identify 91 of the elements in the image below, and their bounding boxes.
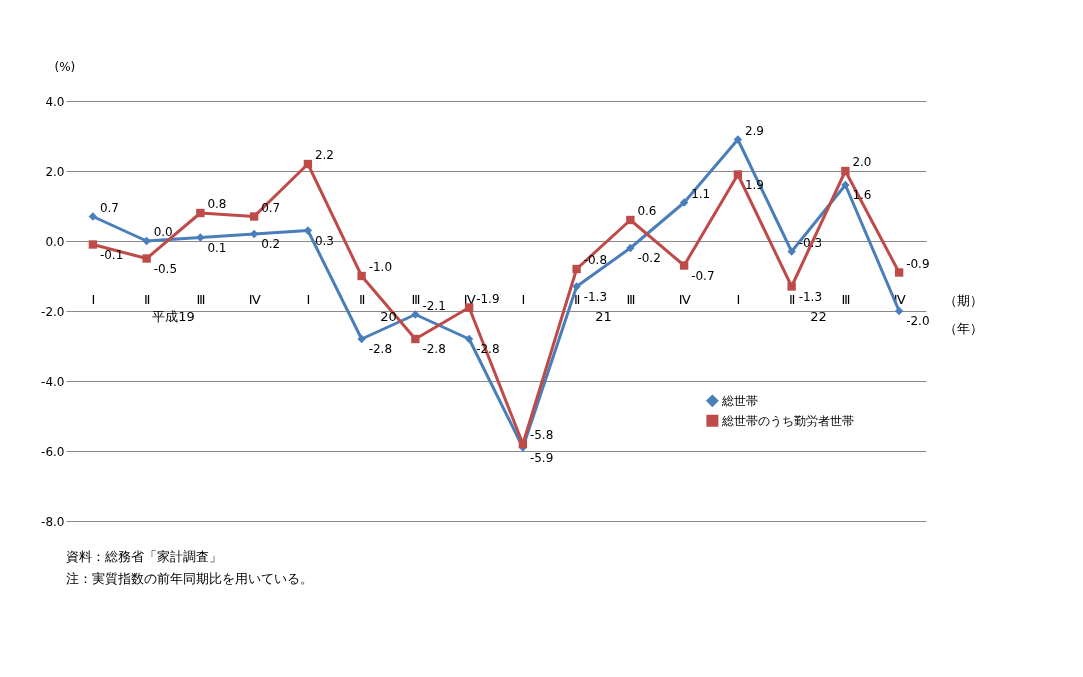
point bbox=[196, 208, 205, 218]
point bbox=[411, 310, 420, 319]
data-label: -2.8 bbox=[422, 342, 446, 356]
text: 資料：総務省「家計調査」 bbox=[66, 549, 222, 564]
data-label: 0.1 bbox=[207, 240, 227, 255]
point bbox=[894, 268, 904, 277]
data-label: -2.0 bbox=[906, 314, 930, 328]
x-tick-label: Ⅲ bbox=[626, 291, 636, 307]
y-axis-title: (%) bbox=[54, 59, 76, 74]
x-tick-label: Ⅱ bbox=[573, 291, 581, 307]
point bbox=[572, 282, 581, 291]
data-label: 0.3 bbox=[314, 233, 334, 248]
x-tick-label: Ⅲ bbox=[411, 291, 421, 307]
point bbox=[303, 226, 313, 235]
x-tick-label: Ⅰ bbox=[521, 291, 526, 307]
data-label: 0.6 bbox=[637, 204, 657, 218]
data-label: -0.1 bbox=[99, 247, 124, 262]
annotation: 21 bbox=[595, 309, 612, 324]
legend-label: 総世帯のうち勤労者世帯 bbox=[721, 413, 855, 428]
text: （年） bbox=[944, 321, 983, 336]
point bbox=[357, 271, 366, 281]
data-label: -1.0 bbox=[368, 260, 393, 274]
point bbox=[518, 439, 528, 449]
data-label: 0.2 bbox=[261, 237, 281, 251]
x-tick-label: Ⅳ bbox=[678, 291, 691, 307]
x-tick-label: Ⅰ bbox=[736, 291, 741, 307]
data-label: -0.7 bbox=[691, 268, 715, 283]
data-label: -1.3 bbox=[798, 289, 823, 304]
x-tick-label: Ⅰ bbox=[306, 291, 311, 307]
point bbox=[841, 180, 850, 190]
point bbox=[88, 212, 98, 221]
text: （期） bbox=[944, 293, 983, 308]
point bbox=[249, 212, 259, 221]
y-tick-label: 0.0 bbox=[45, 234, 65, 249]
point bbox=[303, 159, 313, 169]
point bbox=[894, 306, 904, 316]
y-tick-label: -6.0 bbox=[41, 444, 65, 459]
x-tick-label: Ⅱ bbox=[358, 291, 366, 307]
y-tick-label: -8.0 bbox=[41, 514, 65, 529]
annotation: 平成19 bbox=[152, 309, 195, 324]
point bbox=[572, 264, 581, 274]
data-label: 0.8 bbox=[207, 197, 227, 211]
point bbox=[142, 236, 151, 246]
text: 注：実質指数の前年同期比を用いている。 bbox=[66, 571, 313, 586]
point bbox=[464, 303, 474, 312]
data-label: -5.9 bbox=[529, 450, 554, 465]
x-tick-label: Ⅱ bbox=[788, 291, 796, 307]
y-tick-label: 2.0 bbox=[45, 164, 65, 179]
point bbox=[196, 233, 205, 242]
data-label: -0.2 bbox=[637, 251, 661, 265]
data-label: 2.9 bbox=[744, 123, 764, 138]
data-label: 2.0 bbox=[852, 155, 872, 169]
data-label: -2.8 bbox=[368, 342, 393, 356]
legend-label: 総世帯 bbox=[721, 393, 759, 408]
y-tick-label: -4.0 bbox=[41, 374, 65, 389]
data-label: -2.1 bbox=[422, 298, 446, 313]
data-label: -0.9 bbox=[906, 256, 930, 271]
point bbox=[88, 240, 98, 249]
point bbox=[464, 334, 474, 344]
data-label: 0.7 bbox=[99, 200, 119, 215]
annotation: 20 bbox=[380, 309, 397, 324]
point bbox=[733, 135, 743, 144]
annotation: 22 bbox=[810, 309, 827, 324]
point bbox=[142, 254, 151, 263]
point bbox=[357, 334, 366, 344]
data-label: -1.9 bbox=[476, 291, 500, 306]
x-tick-label: Ⅳ bbox=[463, 291, 476, 307]
data-label: 0.0 bbox=[153, 225, 173, 239]
point bbox=[787, 282, 796, 291]
point bbox=[411, 334, 420, 344]
x-tick-label: Ⅱ bbox=[143, 291, 151, 307]
data-label: -0.5 bbox=[153, 261, 178, 276]
data-label: 2.2 bbox=[314, 148, 334, 162]
data-label: -1.3 bbox=[583, 289, 608, 304]
x-tick-label: Ⅲ bbox=[196, 291, 206, 307]
point bbox=[679, 198, 689, 207]
point bbox=[733, 170, 743, 179]
data-label: -5.8 bbox=[529, 428, 554, 442]
point bbox=[679, 261, 689, 270]
x-tick-label: Ⅰ bbox=[91, 291, 96, 307]
y-tick-label: -2.0 bbox=[41, 304, 65, 319]
data-label: -0.8 bbox=[583, 253, 608, 267]
point bbox=[787, 247, 796, 256]
x-tick-label: Ⅲ bbox=[841, 291, 851, 307]
point bbox=[841, 166, 850, 176]
x-tick-label: Ⅳ bbox=[248, 291, 261, 307]
data-label: 1.1 bbox=[691, 186, 711, 201]
y-tick-label: 4.0 bbox=[45, 94, 65, 109]
point bbox=[626, 243, 635, 253]
data-label: 0.7 bbox=[261, 200, 281, 215]
point bbox=[626, 215, 635, 225]
